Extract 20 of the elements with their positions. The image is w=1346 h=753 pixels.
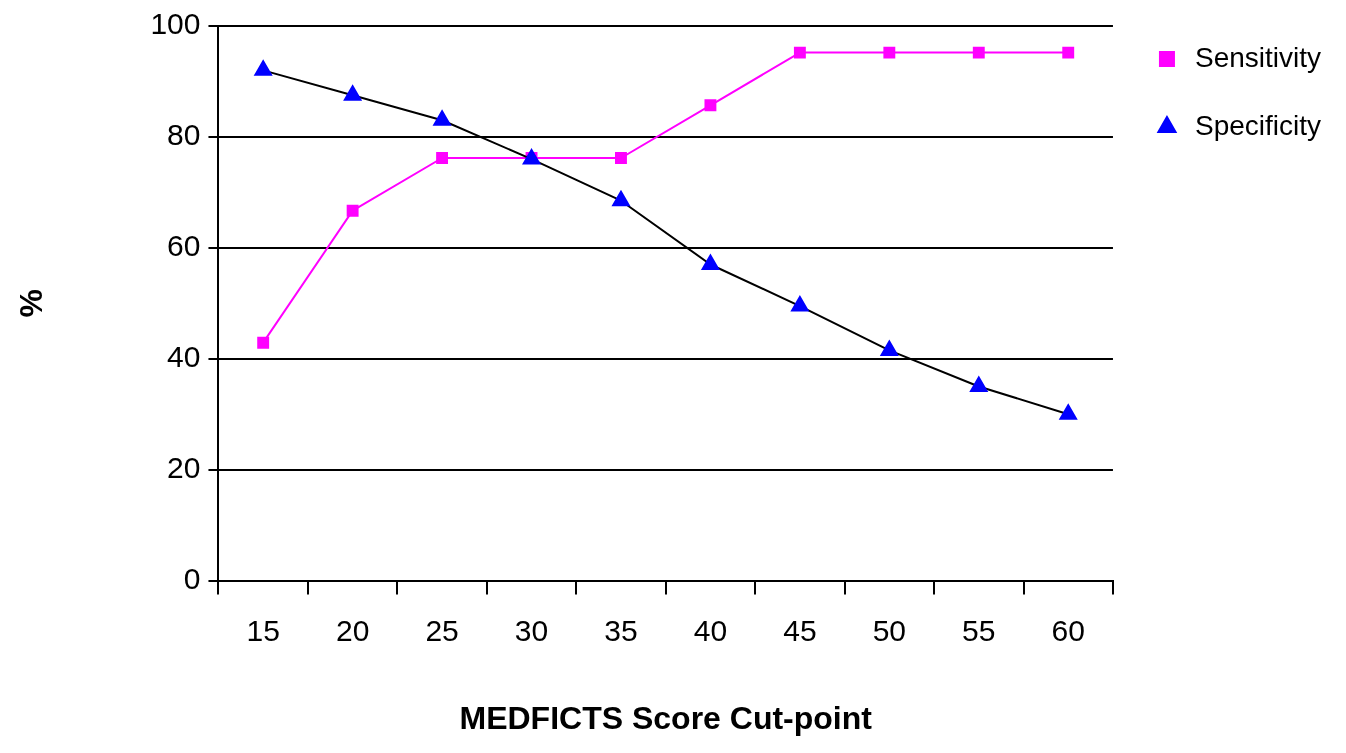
x-tick-label: 25 xyxy=(425,613,459,647)
y-tick-label: 80 xyxy=(167,118,201,152)
y-tick-label: 0 xyxy=(183,561,201,595)
y-tick-label: 20 xyxy=(167,450,201,484)
x-tick-label: 50 xyxy=(872,613,907,647)
x-tick-label: 20 xyxy=(335,613,370,647)
legend-label: Specificity xyxy=(1194,109,1322,141)
x-tick-label: 15 xyxy=(246,613,280,647)
x-tick-label: 45 xyxy=(783,613,817,647)
y-tick-label: 40 xyxy=(167,340,201,374)
x-tick-label: 35 xyxy=(604,613,638,647)
x-tick-label: 40 xyxy=(693,613,728,647)
x-axis-title: MEDFICTS Score Cut-point xyxy=(459,699,873,736)
x-tick-label: 55 xyxy=(962,613,996,647)
y-tick-label: 60 xyxy=(167,229,201,263)
y-tick-label: 100 xyxy=(150,7,201,41)
y-axis-title: % xyxy=(13,289,50,318)
x-tick-label: 60 xyxy=(1051,613,1085,647)
x-tick-label: 30 xyxy=(514,613,549,647)
legend-label: Sensitivity xyxy=(1194,41,1322,73)
